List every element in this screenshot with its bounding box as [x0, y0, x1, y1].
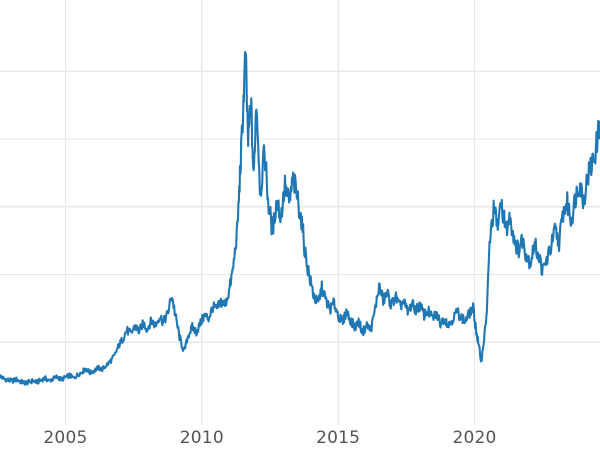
vertical-gridlines [64, 0, 476, 425]
series-layer [0, 51, 600, 386]
horizontal-gridlines [0, 70, 600, 343]
data-series-line [0, 51, 600, 386]
